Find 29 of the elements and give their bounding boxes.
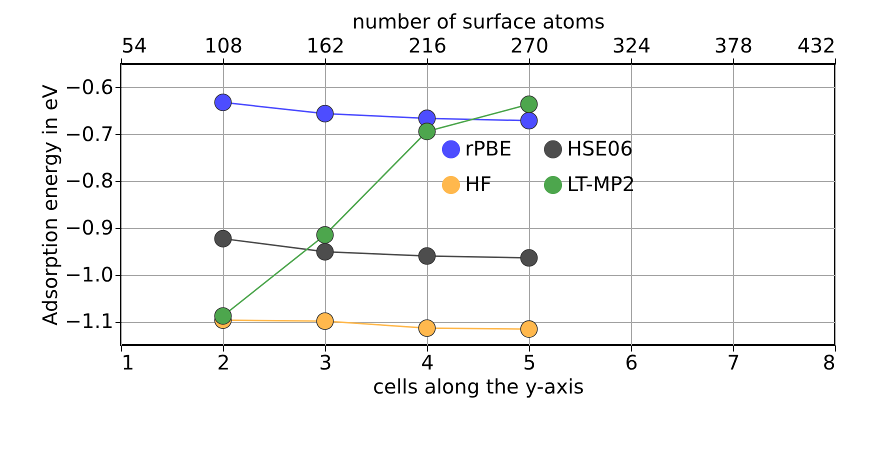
x2-tick-label: 54 <box>122 34 147 58</box>
legend-label: LT-MP2 <box>567 172 636 196</box>
x2-tick-label: 216 <box>408 34 447 58</box>
x-tick-label: 5 <box>523 350 536 374</box>
x-tick-label: 1 <box>122 350 134 374</box>
x-tick-label: 3 <box>319 350 332 374</box>
y-tick-label: −1.1 <box>64 309 114 334</box>
legend-label: rPBE <box>465 136 512 160</box>
x2-tick-label: 378 <box>714 34 753 58</box>
x-tick-label: 4 <box>421 350 434 374</box>
x-tick-label: 7 <box>727 350 740 374</box>
y-axis-title: Adsorption energy in eV <box>38 84 62 326</box>
x2-tick-label: 324 <box>612 34 651 58</box>
y-tick-label: −0.8 <box>64 168 114 193</box>
x-tick-label: 6 <box>625 350 638 374</box>
y-tick-label: −0.6 <box>64 74 114 99</box>
x2-tick-label: 108 <box>204 34 243 58</box>
x2-tick-label: 432 <box>797 34 836 58</box>
y-tick-label: −1.0 <box>64 262 114 286</box>
legend-label: HSE06 <box>567 136 633 160</box>
x-tick-label: 2 <box>217 350 230 374</box>
y-tick-label: −0.9 <box>64 215 114 240</box>
x-axis-title: cells along the y-axis <box>373 374 584 398</box>
y-tick-label: −0.7 <box>64 122 114 146</box>
legend-label: HF <box>465 172 492 196</box>
x-tick-label: 8 <box>822 350 836 374</box>
x2-axis-title: number of surface atoms <box>352 10 605 34</box>
x2-tick-label: 162 <box>306 34 345 58</box>
x2-tick-label: 270 <box>510 34 549 58</box>
